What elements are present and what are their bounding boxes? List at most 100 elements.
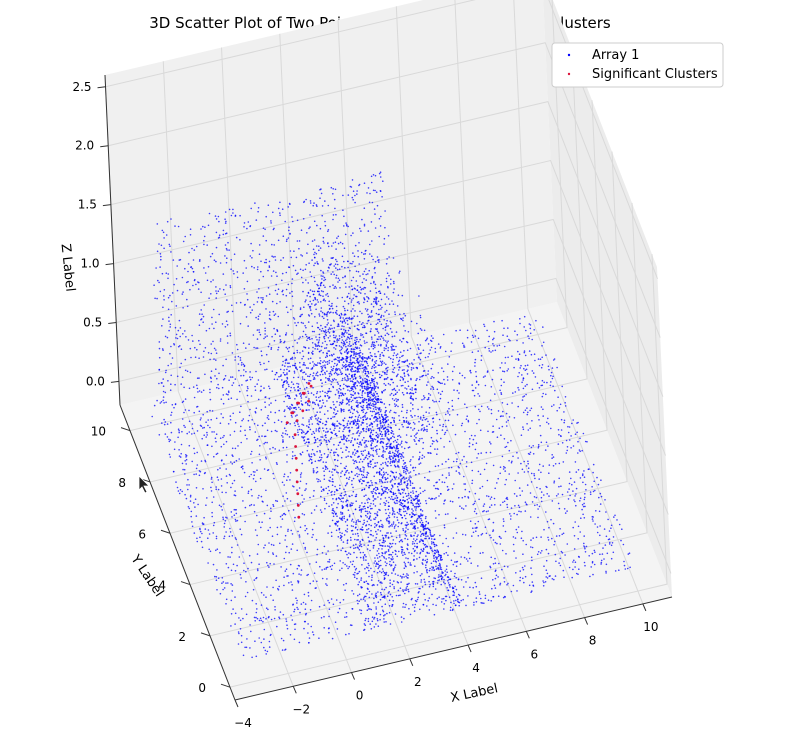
point-array-1 [379,304,382,307]
point-array-1 [312,468,315,470]
point-array-1 [412,421,415,424]
point-array-1 [614,514,616,517]
point-array-1 [219,288,221,290]
point-array-1 [264,322,266,324]
point-array-1 [323,497,326,500]
point-array-1 [516,513,518,516]
point-array-1 [284,539,286,541]
point-array-1 [425,535,427,538]
point-array-1 [209,391,211,394]
point-array-1 [379,433,382,435]
point-array-1 [255,219,258,221]
point-array-1 [534,504,536,507]
point-array-1 [369,398,371,400]
point-array-1 [461,374,464,377]
point-array-1 [482,510,484,513]
point-array-1 [380,308,382,310]
point-array-1 [581,449,583,452]
point-array-1 [227,398,230,401]
point-array-1 [352,308,354,310]
point-array-1 [350,396,353,399]
point-array-1 [412,527,415,529]
point-array-1 [336,525,339,527]
point-array-1 [423,544,426,546]
point-array-1 [404,565,407,567]
point-array-1 [310,599,313,602]
point-array-1 [301,462,304,465]
point-array-1 [193,411,195,414]
point-array-1 [220,445,223,448]
point-array-1 [207,424,209,427]
point-array-1 [410,552,413,555]
point-array-1 [250,488,253,491]
point-array-1 [276,463,278,466]
point-array-1 [357,602,359,605]
point-array-1 [447,412,449,414]
point-array-1 [170,421,172,424]
point-array-1 [322,422,324,425]
point-array-1 [503,345,506,348]
point-array-1 [463,344,465,347]
point-array-1 [516,339,518,342]
point-array-1 [300,574,302,576]
point-array-1 [402,426,404,428]
point-array-1 [483,503,486,505]
point-array-1 [446,376,449,378]
point-array-1 [404,471,407,473]
point-array-1 [247,490,250,493]
point-array-1 [542,392,544,395]
point-array-1 [328,327,331,329]
point-array-1 [249,378,252,381]
point-array-1 [419,344,422,346]
point-array-1 [278,409,281,412]
point-array-1 [227,556,229,558]
point-array-1 [291,583,293,586]
point-array-1 [422,603,425,606]
point-array-1 [391,556,394,558]
point-array-1 [310,453,313,455]
point-array-1 [168,440,171,443]
point-array-1 [570,477,572,480]
point-array-1 [529,427,531,430]
point-array-1 [206,279,209,282]
point-array-1 [475,442,478,445]
point-array-1 [292,376,295,379]
point-array-1 [458,466,460,469]
point-array-1 [298,641,301,644]
point-array-1 [404,510,407,513]
point-array-1 [445,537,448,540]
point-array-1 [315,372,318,375]
point-array-1 [289,472,292,474]
point-array-1 [402,529,405,532]
point-array-1 [197,281,199,283]
point-array-1 [447,545,450,548]
point-array-1 [202,321,204,324]
point-array-1 [173,283,175,286]
point-array-1 [323,337,326,340]
point-array-1 [332,416,334,418]
point-array-1 [211,252,214,255]
point-array-1 [394,543,397,545]
point-array-1 [338,335,341,337]
point-array-1 [301,255,304,257]
point-array-1 [168,329,170,332]
point-array-1 [412,498,414,500]
point-array-1 [397,405,399,408]
point-array-1 [339,560,342,562]
point-array-1 [370,463,372,466]
point-array-1 [364,510,367,513]
point-array-1 [416,552,418,554]
point-array-1 [266,429,269,432]
point-array-1 [556,366,558,369]
point-array-1 [394,405,397,408]
point-array-1 [201,532,203,535]
point-array-1 [426,571,429,574]
point-array-1 [273,617,276,620]
point-array-1 [398,452,401,455]
point-array-1 [230,376,232,378]
point-array-1 [373,389,376,391]
point-array-1 [440,568,443,571]
point-array-1 [318,339,321,341]
point-array-1 [158,382,160,385]
point-array-1 [290,529,293,532]
